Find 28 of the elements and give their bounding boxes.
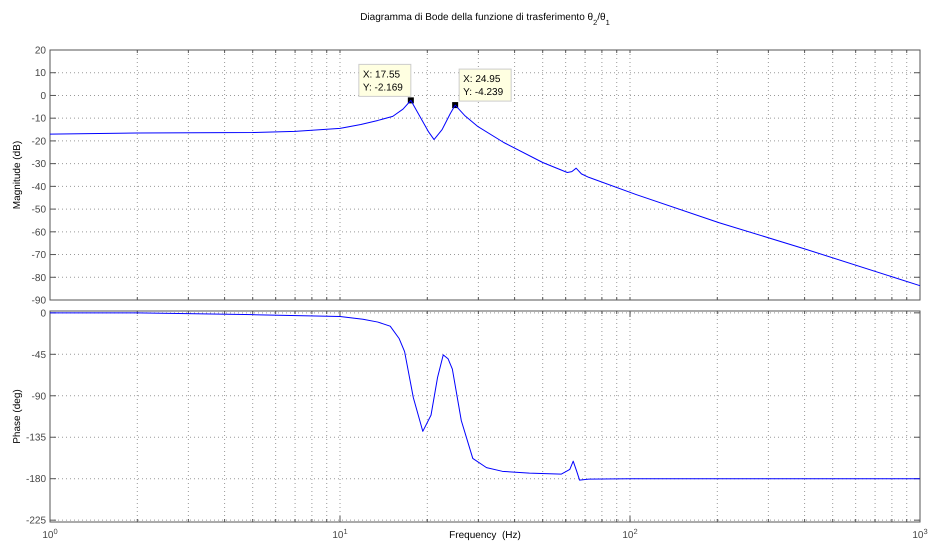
y-tick-label: -180 (26, 474, 46, 486)
x-tick-label: 10$^{3}$ (912, 526, 928, 541)
y-axis-title: Magnitude (dB) (12, 140, 23, 210)
y-tick-label: -80 (32, 272, 46, 284)
y-tick-label: -30 (32, 159, 46, 170)
annotation: X: 24.95 Y: -4.239 (463, 74, 504, 98)
y-tick-label: 10 (34, 68, 46, 80)
x-tick-label: 10$^{2}$ (622, 526, 638, 541)
y-axis-title: Phase (deg) (12, 389, 23, 444)
x-axis-title: Frequency (Hz) (449, 530, 521, 541)
y-tick-label: -40 (32, 182, 46, 193)
y-tick-label: -135 (26, 432, 46, 444)
y-tick-label: -10 (32, 114, 46, 125)
y-tick-label: -60 (32, 227, 46, 238)
x-tick-label: 10$^{1}$ (332, 526, 348, 541)
y-tick-label: -20 (32, 136, 46, 148)
x-tick-label: 10$^{0}$ (42, 526, 58, 541)
y-tick-label: -45 (32, 350, 46, 361)
annotation: X: 17.55 Y: -2.169 (362, 69, 404, 94)
y-tick-label: -90 (32, 391, 46, 402)
y-tick-label: 20 (34, 46, 46, 56)
y-tick-label: 0 (40, 90, 46, 102)
y-tick-label: -50 (32, 204, 46, 216)
y-tick-label: -225 (26, 516, 46, 527)
y-tick-label: -90 (32, 296, 46, 306)
chart-title: Diagramma di Bode della funzione di trasferimento θ$_{2}$/θ$_{1}$ (360, 12, 610, 26)
y-tick-label: -70 (32, 250, 46, 262)
y-tick-label: 0 (40, 308, 46, 320)
